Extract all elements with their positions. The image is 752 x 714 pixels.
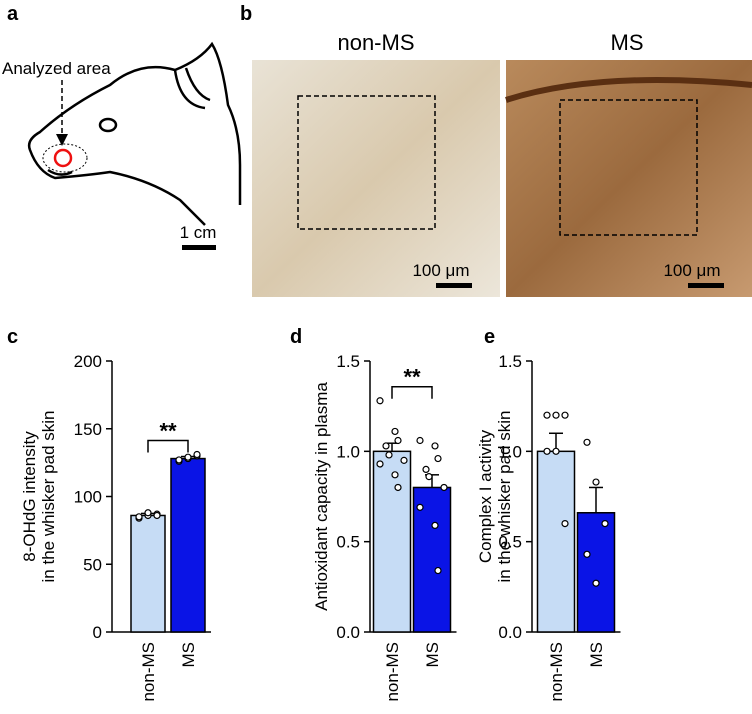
significance: ** — [159, 418, 177, 443]
panel-label: a — [7, 3, 19, 25]
x-tick-label: non-MS — [139, 642, 158, 702]
data-point — [382, 442, 390, 450]
annotation: Analyzed area — [2, 59, 111, 78]
data-point — [434, 454, 442, 463]
y-tick-label: 50 — [83, 555, 102, 574]
data-point — [144, 509, 152, 517]
y-tick-label: 150 — [74, 420, 102, 439]
data-point — [400, 456, 408, 464]
y-tick-label: 1.5 — [336, 352, 360, 371]
x-tick-label: non-MS — [547, 642, 566, 702]
data-point — [552, 411, 560, 419]
y-axis-label: Antioxidant capacity in plasma — [312, 382, 331, 611]
y-tick-label: 1.5 — [498, 352, 522, 371]
y-tick-label: 0.0 — [336, 623, 360, 642]
x-tick-label: MS — [179, 642, 198, 668]
scale-label: 100 μm — [663, 261, 720, 280]
scale-label: 100 μm — [412, 261, 469, 280]
data-point — [592, 579, 600, 587]
roi-box — [297, 95, 436, 230]
data-point — [391, 471, 399, 479]
scale-bar — [436, 283, 472, 288]
data-point — [561, 411, 569, 419]
data-point — [376, 397, 384, 405]
image-title: non-MS — [337, 30, 414, 55]
data-point — [543, 411, 551, 419]
panel-label: e — [484, 326, 495, 348]
y-axis-label: Complex I activity — [476, 429, 495, 563]
area-outline — [42, 143, 88, 173]
y-tick-label: 0.0 — [498, 623, 522, 642]
data-point — [583, 550, 591, 558]
data-point — [416, 436, 424, 445]
bar — [130, 514, 166, 633]
data-point — [153, 511, 161, 520]
y-tick-label: 1.0 — [336, 442, 360, 461]
significance-bracket — [391, 385, 433, 399]
data-point — [385, 451, 393, 459]
y-axis-label: in the whisker pad skin — [39, 411, 58, 583]
analyzed-area — [53, 148, 73, 168]
bar — [170, 457, 206, 633]
data-point — [184, 453, 192, 461]
y-axis-label: 8-OHdG intensity — [20, 431, 39, 562]
significance-bracket — [147, 439, 189, 453]
data-point — [440, 483, 448, 492]
x-tick-label: MS — [423, 642, 442, 668]
y-tick-label: 200 — [74, 352, 102, 371]
data-point — [592, 478, 600, 486]
roi-box — [559, 99, 698, 236]
data-point — [175, 456, 183, 464]
data-point — [434, 566, 442, 575]
data-point — [193, 450, 201, 459]
data-point — [601, 519, 609, 528]
data-point — [552, 447, 560, 455]
scale-bar — [182, 245, 216, 250]
data-point — [425, 473, 433, 481]
data-point — [391, 427, 399, 436]
y-tick-label: 0 — [93, 623, 102, 642]
y-tick-label: 1.0 — [498, 442, 522, 461]
mouse-drawing — [27, 41, 242, 226]
data-point — [416, 503, 424, 511]
micrograph — [252, 60, 500, 297]
significance: ** — [403, 365, 421, 390]
image-title: MS — [611, 30, 644, 55]
tissue-edge — [505, 77, 752, 103]
bar — [412, 486, 452, 633]
data-point — [376, 460, 384, 468]
y-tick-label: 100 — [74, 488, 102, 507]
data-point — [431, 442, 439, 450]
y-tick-label: 0.5 — [336, 533, 360, 552]
data-point — [583, 438, 591, 446]
data-point — [561, 519, 569, 528]
data-point — [431, 521, 439, 530]
data-point — [543, 447, 551, 455]
y-tick-label: 0.5 — [498, 533, 522, 552]
x-tick-label: MS — [587, 642, 606, 668]
data-point — [422, 465, 430, 473]
data-point — [394, 483, 402, 492]
panel-label: b — [240, 3, 252, 25]
arrow-head — [56, 134, 68, 146]
bar — [372, 450, 412, 633]
y-axis-label: in the whisker pad skin — [495, 411, 514, 583]
data-point — [394, 436, 402, 445]
panel-label: c — [7, 326, 18, 348]
bar — [576, 512, 616, 633]
data-point — [135, 513, 143, 521]
scale-bar — [688, 283, 724, 288]
bar — [536, 450, 576, 633]
x-tick-label: non-MS — [383, 642, 402, 702]
panel-label: d — [290, 326, 302, 348]
scale-label: 1 cm — [180, 223, 217, 242]
